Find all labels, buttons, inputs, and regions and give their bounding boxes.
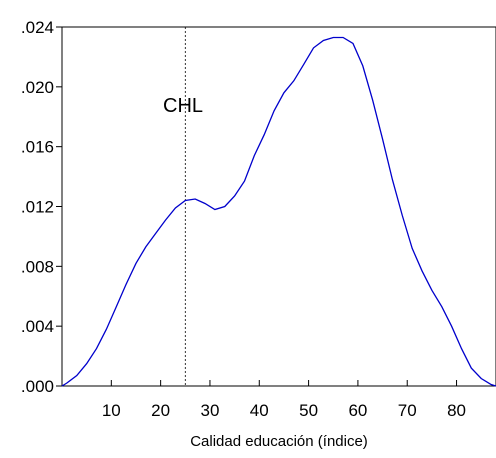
density-series-line — [61, 36, 496, 387]
x-tick-label: 20 — [151, 401, 170, 420]
y-tick-label: .004 — [21, 317, 54, 336]
x-tick-label: 50 — [299, 401, 318, 420]
x-tick-label: 60 — [348, 401, 367, 420]
x-tick-label: 80 — [447, 401, 466, 420]
x-tick-label: 10 — [102, 401, 121, 420]
x-tick-label: 70 — [398, 401, 417, 420]
reference-label: CHL — [163, 95, 203, 117]
x-axis-ticks: 10 20 30 40 50 60 70 80 — [102, 380, 466, 420]
y-tick-label: .012 — [21, 198, 54, 217]
x-tick-label: 30 — [200, 401, 219, 420]
x-axis-title: Calidad educación (índice) — [190, 433, 368, 450]
y-tick-label: .000 — [21, 377, 54, 396]
y-tick-label: .016 — [21, 138, 54, 157]
y-axis-ticks: .000 .004 .008 .012 .016 .020 .024 — [21, 18, 62, 396]
y-tick-label: .020 — [21, 78, 54, 97]
x-tick-label: 40 — [250, 401, 269, 420]
plot-frame — [61, 26, 496, 387]
y-tick-label: .008 — [21, 257, 54, 276]
y-tick-label: .024 — [21, 18, 54, 37]
